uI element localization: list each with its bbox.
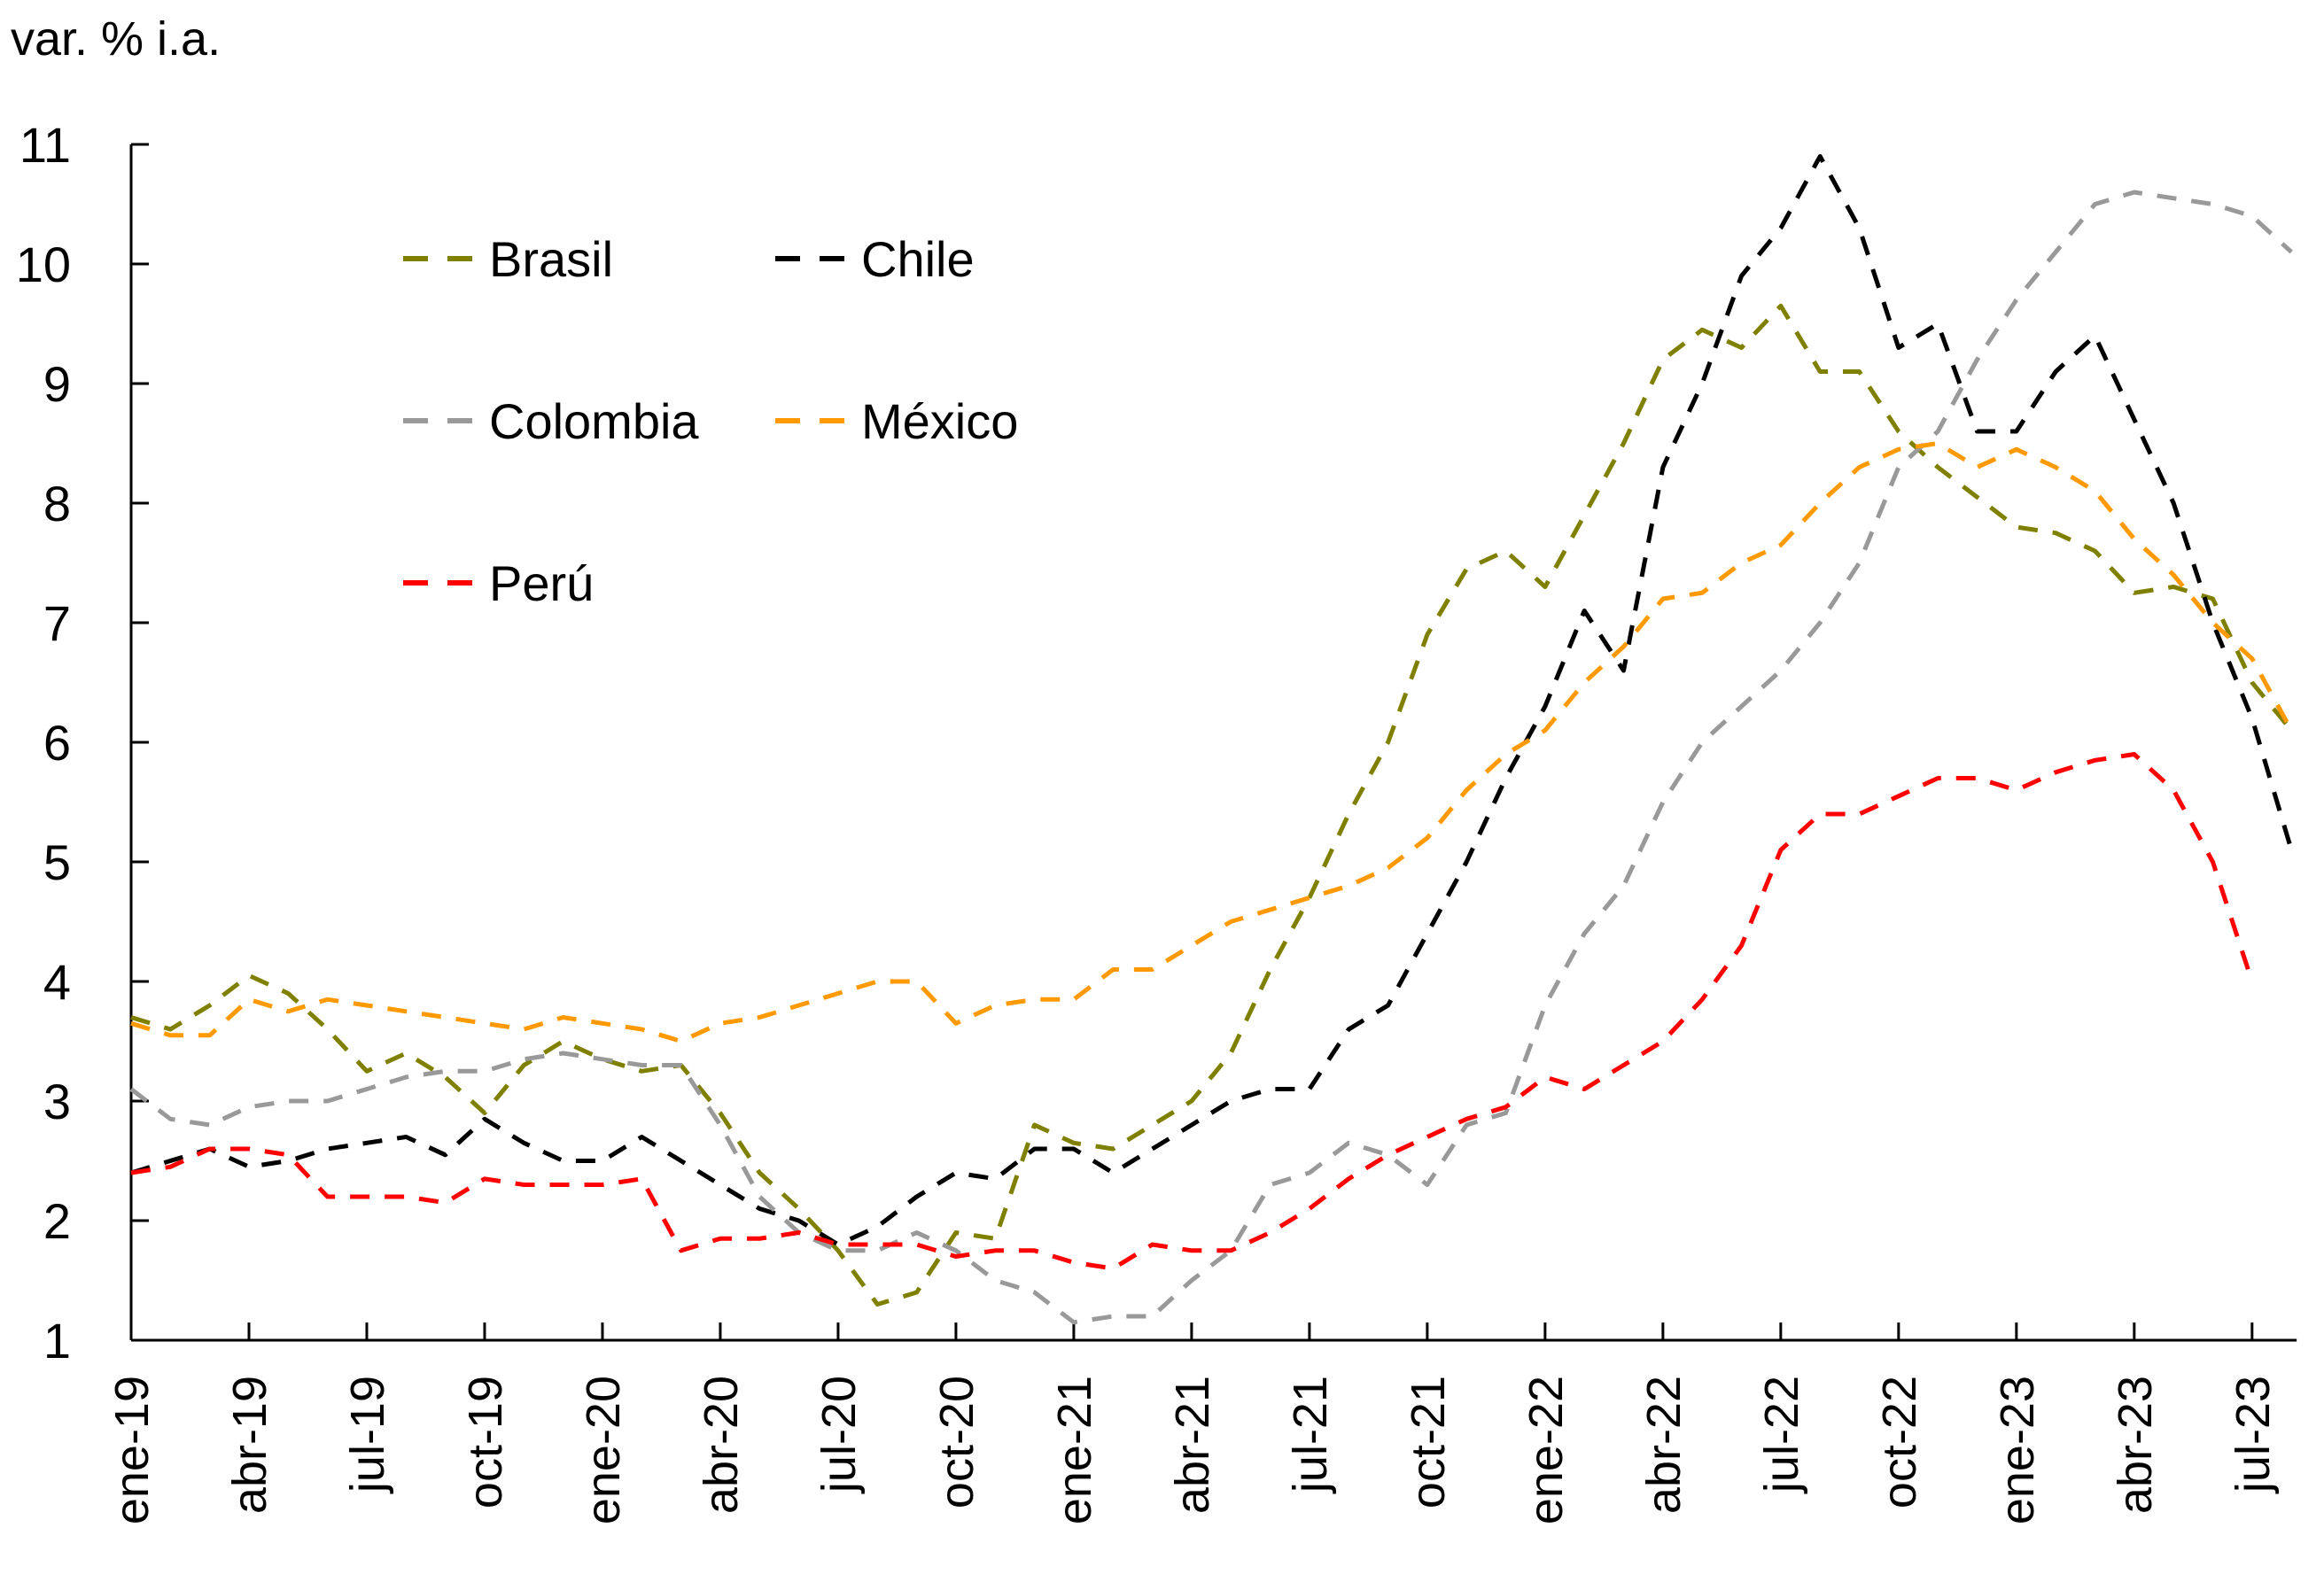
x-tick-label: ene-19 bbox=[105, 1376, 159, 1524]
legend-item-chile: Chile bbox=[775, 231, 975, 287]
legend-label: Colombia bbox=[489, 393, 699, 449]
legend-label: Perú bbox=[489, 555, 594, 611]
x-tick-label: abr-20 bbox=[695, 1376, 748, 1514]
series-brasil bbox=[130, 303, 2294, 1307]
x-tick-label: ene-22 bbox=[1520, 1376, 1573, 1524]
series-line bbox=[129, 190, 2293, 1325]
y-tick-label: 11 bbox=[19, 117, 71, 173]
y-tick-label: 10 bbox=[16, 237, 71, 292]
x-tick-label: oct-22 bbox=[1873, 1376, 1926, 1509]
y-tick-label: 4 bbox=[43, 954, 71, 1010]
y-tick-label: 2 bbox=[43, 1193, 71, 1249]
x-tick-label: oct-19 bbox=[459, 1376, 512, 1509]
series-chile bbox=[130, 154, 2294, 1247]
series-line bbox=[130, 752, 2255, 1271]
y-tick-label: 5 bbox=[43, 834, 71, 890]
series-méxico bbox=[130, 441, 2294, 1043]
y-tick-label: 8 bbox=[43, 476, 71, 531]
y-tick-label: 6 bbox=[43, 715, 71, 771]
legend-label: Brasil bbox=[489, 231, 613, 287]
legend-label: México bbox=[861, 393, 1018, 449]
y-axis: 1 2 3 4 5 6 7 8 9 10 11 bbox=[16, 117, 149, 1369]
legend-item-perú: Perú bbox=[403, 555, 594, 611]
x-tick-label: abr-23 bbox=[2109, 1376, 2162, 1514]
series-perú bbox=[130, 752, 2255, 1271]
x-tick-label: ene-21 bbox=[1048, 1376, 1101, 1524]
x-tick-label: abr-22 bbox=[1637, 1376, 1691, 1514]
y-tick-label: 1 bbox=[43, 1313, 71, 1369]
legend-label: Chile bbox=[861, 231, 975, 287]
x-tick-label: jul-23 bbox=[2227, 1376, 2280, 1494]
series-line bbox=[130, 441, 2294, 1043]
x-tick-label: oct-21 bbox=[1402, 1376, 1455, 1509]
legend-item-brasil: Brasil bbox=[403, 231, 613, 287]
x-tick-label: jul-21 bbox=[1284, 1376, 1337, 1494]
series-colombia bbox=[129, 190, 2293, 1325]
y-tick-label: 9 bbox=[43, 356, 71, 412]
series-line bbox=[130, 154, 2294, 1247]
y-tick-label: 3 bbox=[43, 1074, 71, 1129]
y-tick-label: 7 bbox=[43, 595, 71, 651]
x-tick-label: jul-22 bbox=[1755, 1376, 1808, 1494]
x-tick-label: ene-20 bbox=[577, 1376, 630, 1524]
series-line bbox=[130, 303, 2294, 1307]
x-tick-label: ene-23 bbox=[1991, 1376, 2044, 1524]
x-tick-label: abr-19 bbox=[223, 1376, 276, 1514]
series-layer bbox=[129, 154, 2294, 1325]
legend-item-méxico: México bbox=[775, 393, 1018, 449]
legend-item-colombia: Colombia bbox=[403, 393, 699, 449]
x-tick-label: oct-20 bbox=[930, 1376, 983, 1509]
y-axis-title: var. % i.a. bbox=[11, 12, 221, 66]
legend: Brasil Chile Colombia México Perú bbox=[403, 231, 1018, 611]
x-tick-label: jul-20 bbox=[812, 1376, 866, 1494]
x-axis: ene-19 abr-19 jul-19 oct-19 ene-20 abr-20 jul-… bbox=[105, 1322, 2297, 1524]
x-tick-label: jul-19 bbox=[341, 1376, 394, 1494]
x-tick-label: abr-21 bbox=[1166, 1376, 1219, 1514]
